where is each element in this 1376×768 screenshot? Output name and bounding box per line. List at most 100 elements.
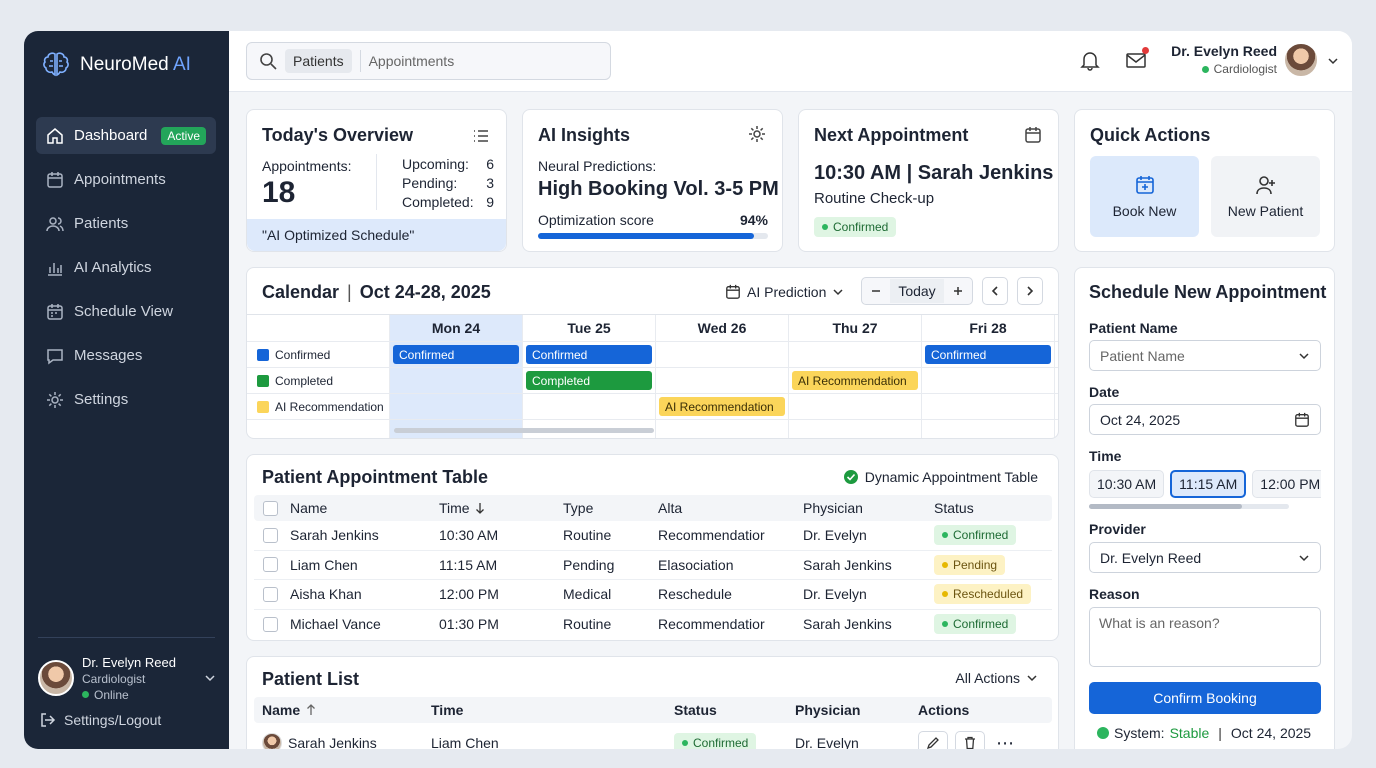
- table-row[interactable]: Sarah Jenkins 10:30 AM Routine Recommend…: [254, 521, 1052, 551]
- time-slot-selected[interactable]: 11:15 AM: [1170, 470, 1247, 498]
- calendar-event[interactable]: AI Recommendation: [659, 397, 785, 416]
- calendar-cell[interactable]: [922, 368, 1055, 393]
- calendar-event[interactable]: Completed: [526, 371, 652, 390]
- sidebar-item-schedule-view[interactable]: Schedule View: [36, 293, 216, 330]
- book-new-button[interactable]: Book New: [1090, 156, 1199, 237]
- calendar-event[interactable]: Confirmed: [526, 345, 652, 364]
- calendar-cell[interactable]: [656, 342, 789, 367]
- avatar: [262, 733, 282, 749]
- sidebar-item-ai-analytics[interactable]: AI Analytics: [36, 249, 216, 286]
- mail-icon[interactable]: [1125, 47, 1149, 71]
- calendar-event[interactable]: Confirmed: [925, 345, 1051, 364]
- search-bar[interactable]: Patients Appointments: [246, 42, 611, 80]
- calendar-row-completed: Completed Completed AI Recommendation: [247, 368, 1058, 394]
- calendar-icon[interactable]: [1024, 126, 1042, 144]
- chevron-down-icon[interactable]: [204, 672, 216, 684]
- column-header[interactable]: Name: [290, 500, 328, 516]
- prev-week-button[interactable]: [982, 277, 1008, 305]
- status-badge: Pending: [934, 554, 1006, 575]
- column-header[interactable]: Physician: [795, 702, 861, 718]
- day-header-wed[interactable]: Wed 26: [656, 315, 789, 341]
- scrollbar-thumb[interactable]: [1089, 504, 1242, 509]
- sidebar-user[interactable]: Dr. Evelyn Reed Cardiologist Online: [38, 653, 216, 703]
- calendar-cell[interactable]: [390, 394, 523, 419]
- brand[interactable]: NeuroMed AI: [40, 49, 191, 81]
- calendar-scrollbar[interactable]: [394, 428, 654, 433]
- column-header[interactable]: Time: [439, 500, 563, 516]
- delete-button[interactable]: [955, 730, 985, 749]
- day-header-mon[interactable]: Mon 24: [390, 315, 523, 341]
- new-patient-label: New Patient: [1227, 203, 1304, 219]
- sidebar-item-messages[interactable]: Messages: [36, 337, 216, 374]
- search-filter-chip[interactable]: Patients: [285, 49, 352, 73]
- row-checkbox[interactable]: [263, 586, 278, 602]
- time-slot[interactable]: 10:30 AM: [1089, 470, 1165, 498]
- calendar-plus-icon: [1134, 174, 1156, 196]
- column-header[interactable]: Name: [254, 702, 431, 718]
- day-header-tue[interactable]: Tue 25: [523, 315, 656, 341]
- calendar-cell[interactable]: [922, 394, 1055, 419]
- row-checkbox[interactable]: [263, 527, 278, 543]
- patient-name-select[interactable]: Patient Name: [1089, 340, 1321, 371]
- sidebar-item-settings[interactable]: Settings: [36, 381, 216, 418]
- sidebar-item-patients[interactable]: Patients: [36, 205, 216, 242]
- column-header[interactable]: Alta: [658, 500, 683, 516]
- select-all-checkbox[interactable]: [263, 500, 278, 516]
- bell-icon[interactable]: [1079, 49, 1101, 71]
- table-row[interactable]: Michael Vance 01:30 PM Routine Recommend…: [254, 610, 1052, 640]
- sidebar-item-appointments[interactable]: Appointments: [36, 161, 216, 198]
- minus-icon[interactable]: [870, 285, 882, 297]
- column-header[interactable]: Type: [563, 500, 594, 516]
- time-slot[interactable]: 12:00 PM: [1252, 470, 1321, 498]
- sidebar-item-dashboard[interactable]: Dashboard Active: [36, 117, 216, 154]
- ai-prediction-dropdown[interactable]: AI Prediction: [725, 284, 844, 300]
- day-header-thu[interactable]: Thu 27: [789, 315, 922, 341]
- edit-button[interactable]: [918, 730, 948, 749]
- calendar-event[interactable]: AI Recommendation: [792, 371, 918, 390]
- chevron-down-icon[interactable]: [1327, 55, 1339, 67]
- overview-stats: Upcoming: 6 Pending: 3 Completed: 9: [402, 156, 494, 213]
- new-patient-button[interactable]: New Patient: [1211, 156, 1320, 237]
- column-header[interactable]: Time: [431, 702, 464, 718]
- row-checkbox[interactable]: [263, 557, 278, 573]
- topbar-user[interactable]: Dr. Evelyn Reed Cardiologist: [1167, 43, 1277, 76]
- avatar[interactable]: [1283, 42, 1319, 78]
- list-icon[interactable]: [472, 127, 490, 145]
- table-row[interactable]: Aisha Khan 12:00 PM Medical Reschedule D…: [254, 580, 1052, 610]
- cell-name: Michael Vance: [290, 616, 381, 633]
- column-header[interactable]: Status: [674, 702, 717, 718]
- provider-select[interactable]: Dr. Evelyn Reed: [1089, 542, 1321, 573]
- table-row[interactable]: Liam Chen 11:15 AM Pending Elasociation …: [254, 551, 1052, 580]
- calendar-icon: [46, 171, 64, 189]
- calendar-cell[interactable]: [789, 342, 922, 367]
- date-field[interactable]: Oct 24, 2025: [1089, 404, 1321, 435]
- calendar-cell[interactable]: [390, 368, 523, 393]
- search-input[interactable]: Appointments: [368, 53, 455, 69]
- day-header-fri[interactable]: Fri 28: [922, 315, 1055, 341]
- confirm-booking-button[interactable]: Confirm Booking: [1089, 682, 1321, 714]
- gear-icon[interactable]: [748, 125, 766, 143]
- calendar-cell[interactable]: [656, 368, 789, 393]
- card-title: AI Insights: [538, 125, 631, 145]
- settings-logout-link[interactable]: Settings/Logout: [40, 712, 161, 728]
- today-button[interactable]: Today: [890, 279, 944, 303]
- more-icon[interactable]: ⋯: [996, 732, 1015, 750]
- cell-physician: Dr. Evelyn: [803, 527, 867, 544]
- column-header[interactable]: Status: [934, 500, 974, 516]
- row-checkbox[interactable]: [263, 616, 278, 632]
- calendar-cell[interactable]: [789, 394, 922, 419]
- appointment-patient: Sarah Jenkins: [917, 162, 1054, 184]
- plus-icon[interactable]: [952, 285, 964, 297]
- calendar-header-row: Mon 24 Tue 25 Wed 26 Thu 27 Fri 28: [247, 315, 1058, 342]
- time-scrollbar[interactable]: [1089, 504, 1289, 509]
- next-week-button[interactable]: [1017, 277, 1043, 305]
- calendar-cell[interactable]: [523, 394, 656, 419]
- chevron-down-icon: [1026, 672, 1038, 684]
- calendar-event[interactable]: Confirmed: [393, 345, 519, 364]
- list-item[interactable]: Sarah Jenkins Liam Chen Confirmed Dr. Ev…: [254, 723, 1052, 749]
- chevron-right-icon: [1024, 285, 1036, 297]
- reason-textarea[interactable]: What is an reason?: [1089, 607, 1321, 667]
- all-actions-dropdown[interactable]: All Actions: [955, 670, 1038, 686]
- next-appointment-card: Next Appointment 10:30 AM | Sarah Jenkin…: [798, 109, 1059, 252]
- column-header[interactable]: Physician: [803, 500, 863, 516]
